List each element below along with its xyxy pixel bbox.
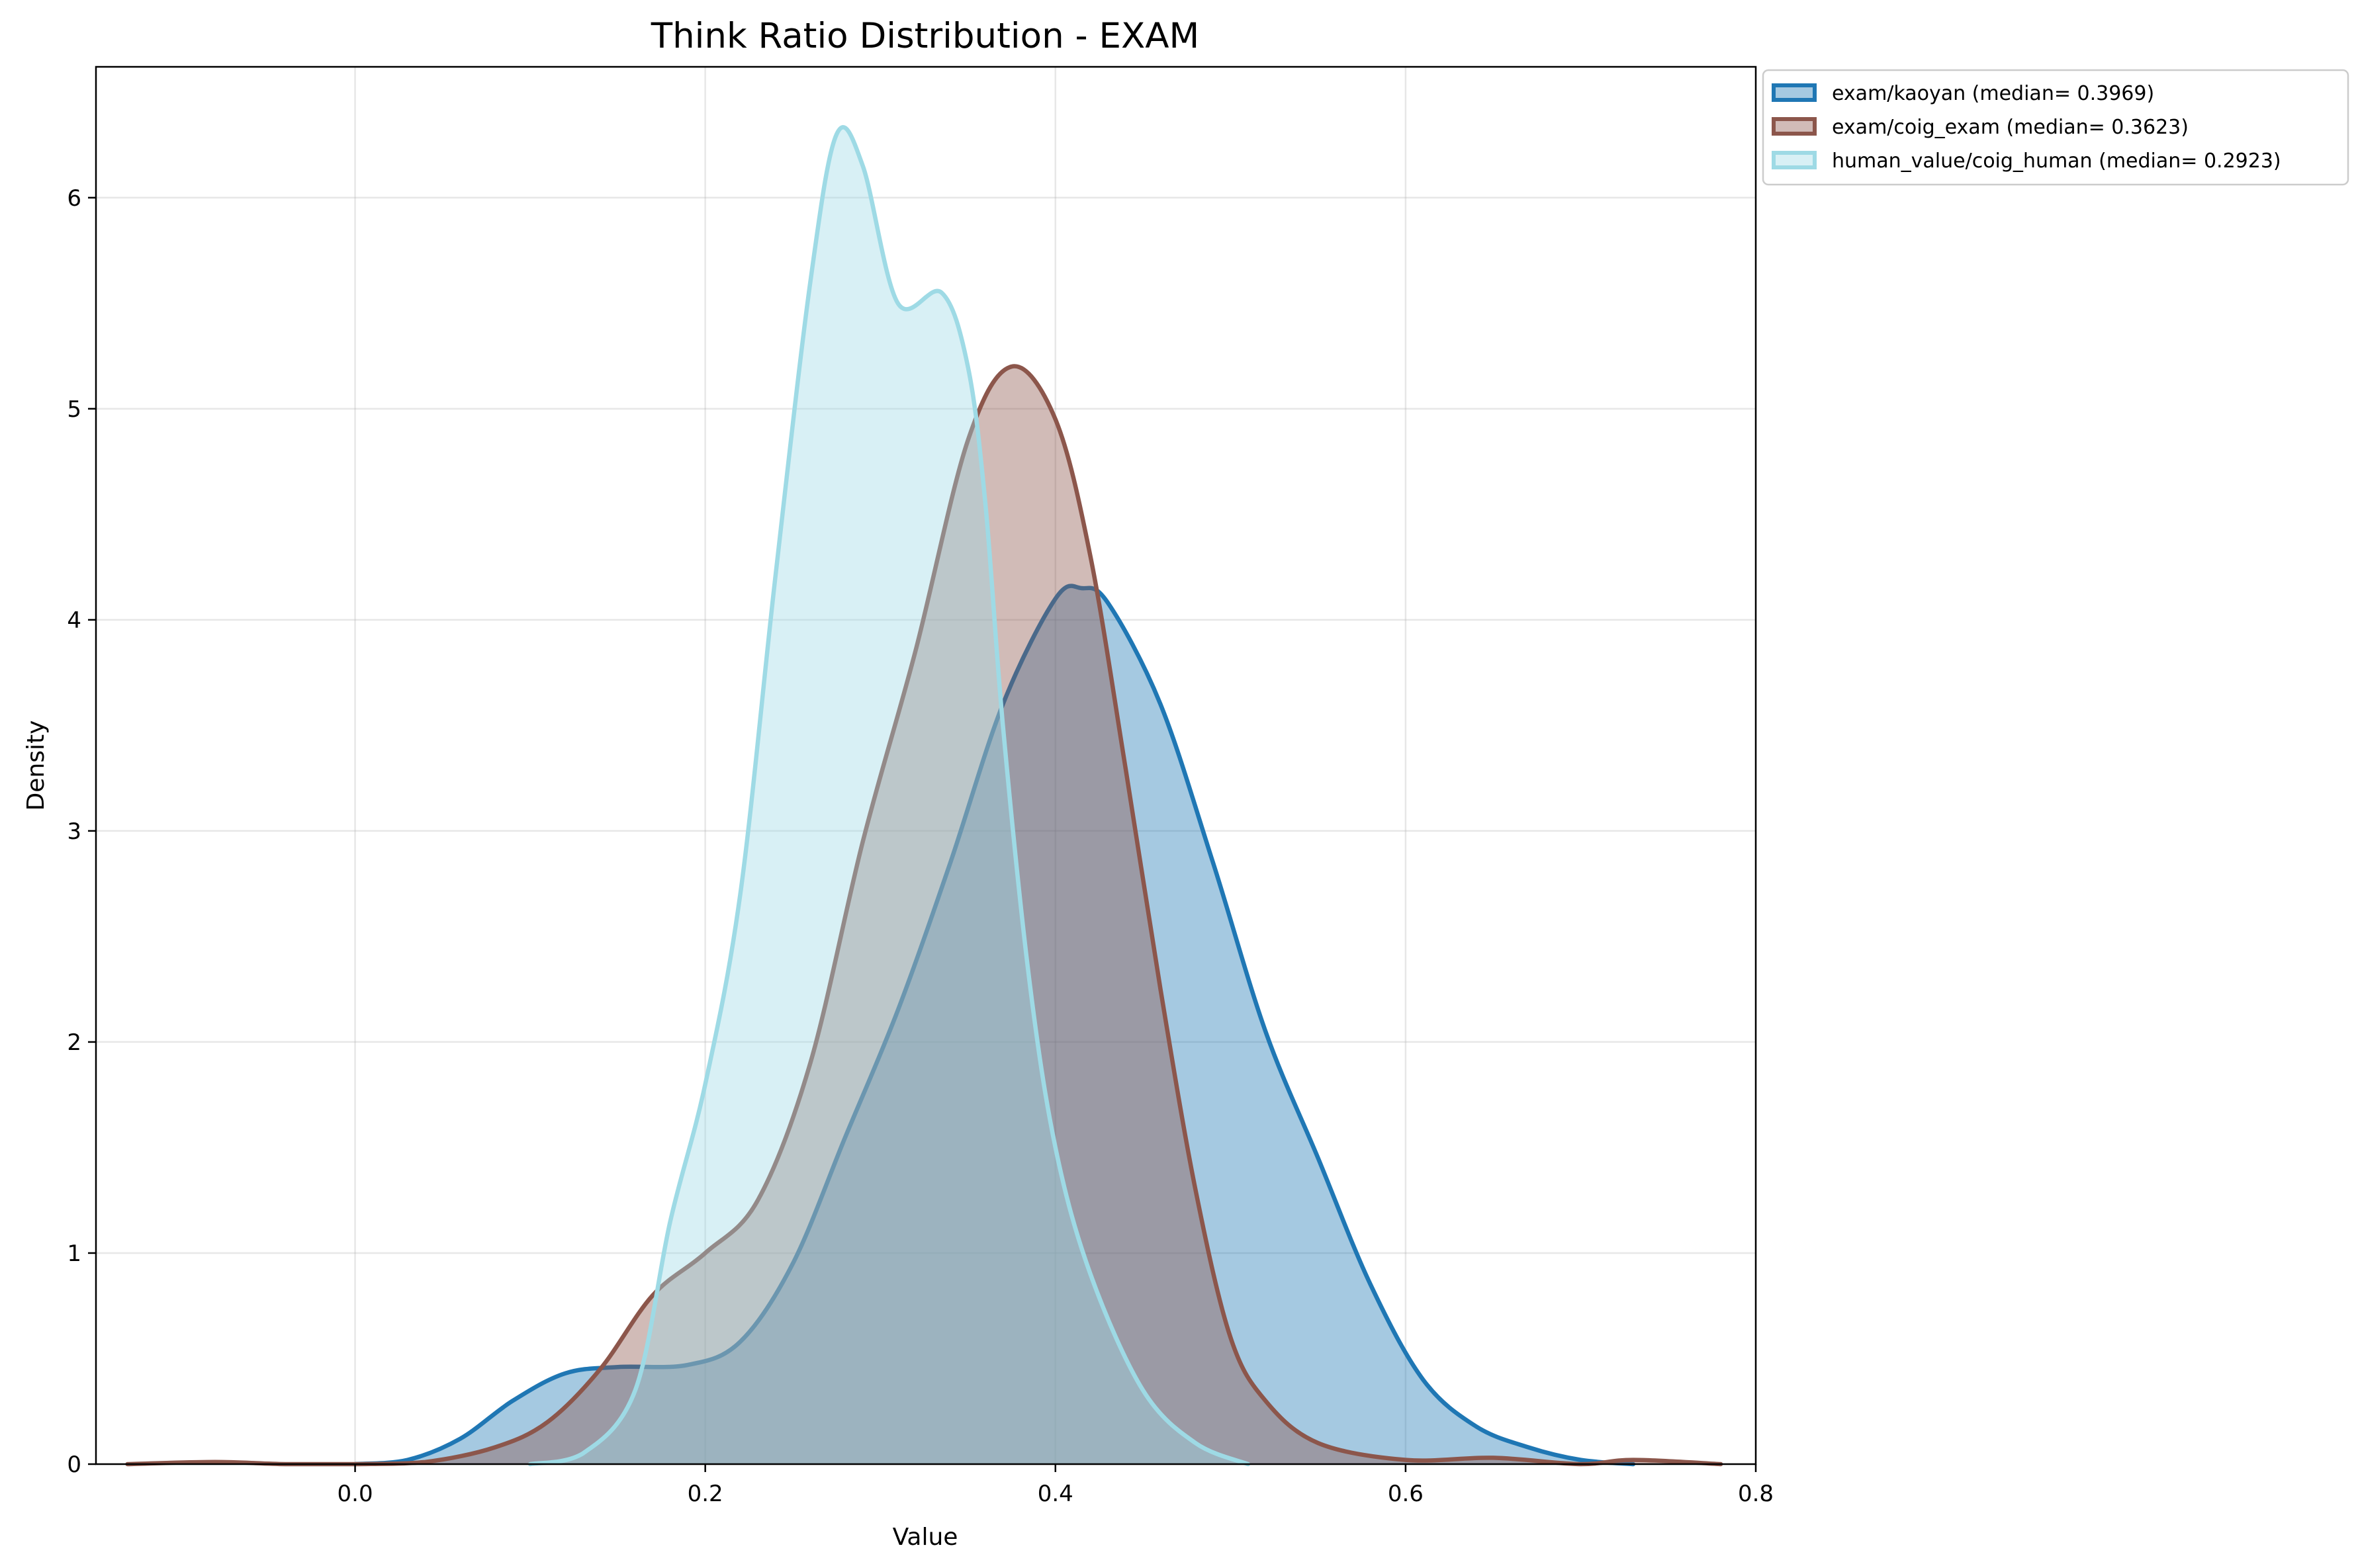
- y-tick-label: 4: [67, 607, 81, 634]
- plot-frame: [95, 65, 1757, 1465]
- series-0-area: [355, 586, 1633, 1464]
- y-axis-title: Density: [23, 720, 50, 811]
- series-2-line: [527, 125, 1251, 1467]
- axis-ticks: 0.0 0.2 0.4 0.6 0.8 0 1 2 3 4 5 6: [67, 185, 1774, 1507]
- x-tick-label: 0.8: [1738, 1481, 1774, 1507]
- x-axis-title: Value: [893, 1524, 958, 1551]
- y-tick-label: 2: [67, 1029, 81, 1056]
- chart-title: Think Ratio Distribution - EXAM: [651, 16, 1200, 56]
- series-1-area: [127, 366, 1721, 1464]
- x-tick-label: 0.0: [338, 1481, 373, 1507]
- gridlines: [96, 67, 1757, 1465]
- y-tick-label: 0: [67, 1452, 81, 1478]
- x-tick-label: 0.2: [688, 1481, 723, 1507]
- legend-swatch: [1772, 151, 1817, 169]
- legend-frame: [1762, 69, 2349, 186]
- legend-label: exam/kaoyan (median= 0.3969): [1832, 82, 2154, 105]
- legend-label: human_value/coig_human (median= 0.2923): [1832, 150, 2281, 173]
- legend-entries: exam/kaoyan (median= 0.3969) exam/coig_ex…: [1772, 82, 2281, 173]
- legend: exam/kaoyan (median= 0.3969) exam/coig_ex…: [1762, 69, 2349, 186]
- y-tick-label: 1: [67, 1241, 81, 1267]
- y-tick-label: 6: [67, 185, 81, 212]
- y-tick-label: 3: [67, 818, 81, 845]
- x-tick-label: 0.4: [1038, 1481, 1073, 1507]
- series-0-line: [353, 584, 1636, 1467]
- legend-swatch: [1772, 83, 1817, 102]
- density-series: [125, 125, 1723, 1467]
- legend-label: exam/coig_exam (median= 0.3623): [1832, 116, 2189, 139]
- series-2-area: [530, 127, 1248, 1464]
- legend-swatch: [1772, 117, 1817, 136]
- x-tick-label: 0.6: [1388, 1481, 1424, 1507]
- y-tick-label: 5: [67, 396, 81, 423]
